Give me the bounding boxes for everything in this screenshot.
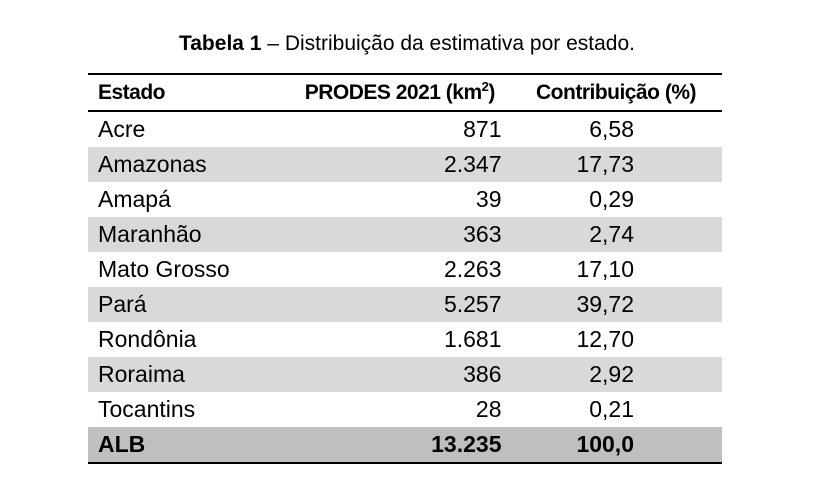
cell-estado: Maranhão <box>98 221 202 247</box>
cell-total-prodes: 13.235 <box>258 427 501 463</box>
cell-contrib-value: 0,21 <box>589 396 634 422</box>
cell-contrib-value: 6,58 <box>589 116 634 142</box>
total-row: ALB 13.235 100,0 <box>88 427 722 463</box>
cell-contrib: 2,74 <box>502 217 723 252</box>
cell-prodes-value: 2.347 <box>443 151 502 177</box>
cell-contrib: 2,92 <box>502 357 723 392</box>
cell-prodes-value: 1.681 <box>443 326 502 352</box>
cell-total-contrib-value: 100,0 <box>576 431 634 457</box>
cell-contrib: 17,73 <box>502 147 723 182</box>
data-table: Estado PRODES 2021 (km2) Contribuição (%… <box>88 73 722 464</box>
cell-estado: Amazonas <box>98 151 207 177</box>
cell-prodes-value: 386 <box>463 361 502 387</box>
cell-contrib: 6,58 <box>502 111 723 147</box>
cell-prodes: 871 <box>258 111 501 147</box>
cell-estado: Acre <box>98 116 146 142</box>
cell-contrib: 0,29 <box>502 182 723 217</box>
cell-contrib-value: 0,29 <box>589 186 634 212</box>
cell-contrib-value: 2,92 <box>589 361 634 387</box>
table-row: Rondônia 1.681 12,70 <box>88 322 722 357</box>
cell-contrib-value: 39,72 <box>576 291 634 317</box>
cell-total-prodes-value: 13.235 <box>431 431 502 457</box>
cell-prodes: 386 <box>258 357 501 392</box>
header-prodes-superscript: 2 <box>481 79 489 94</box>
table-row: Amazonas 2.347 17,73 <box>88 147 722 182</box>
cell-prodes: 28 <box>258 392 502 427</box>
table-header-row: Estado PRODES 2021 (km2) Contribuição (%… <box>88 74 722 111</box>
cell-contrib: 0,21 <box>502 392 723 427</box>
table-row: Maranhão 363 2,74 <box>88 217 722 252</box>
table-row: Amapá 39 0,29 <box>88 182 722 217</box>
cell-prodes-value: 39 <box>475 186 502 212</box>
cell-prodes: 5.257 <box>258 287 502 322</box>
header-estado: Estado <box>98 81 166 104</box>
cell-contrib-value: 17,10 <box>576 256 634 282</box>
cell-contrib: 17,10 <box>502 252 723 287</box>
cell-estado: Rondônia <box>98 326 197 352</box>
cell-prodes-value: 871 <box>463 116 502 142</box>
cell-estado: Pará <box>98 291 147 317</box>
cell-total-contrib: 100,0 <box>502 427 723 463</box>
cell-contrib: 39,72 <box>502 287 723 322</box>
cell-prodes: 363 <box>258 217 501 252</box>
cell-contrib-value: 2,74 <box>589 221 634 247</box>
cell-estado: Mato Grosso <box>98 256 230 282</box>
cell-prodes: 2.347 <box>258 147 502 182</box>
cell-prodes-value: 5.257 <box>443 291 502 317</box>
cell-contrib-value: 12,70 <box>576 326 634 352</box>
cell-prodes-value: 2.263 <box>443 256 502 282</box>
header-prodes-text: PRODES 2021 (km <box>304 81 482 104</box>
header-prodes: PRODES 2021 (km2) <box>258 74 501 111</box>
cell-prodes: 2.263 <box>258 252 502 287</box>
cell-prodes: 1.681 <box>258 322 502 357</box>
table-row: Pará 5.257 39,72 <box>88 287 722 322</box>
cell-prodes: 39 <box>258 182 502 217</box>
table-row: Tocantins 28 0,21 <box>88 392 722 427</box>
cell-estado: Amapá <box>98 186 171 212</box>
table-row: Mato Grosso 2.263 17,10 <box>88 252 722 287</box>
cell-total-estado: ALB <box>98 431 146 457</box>
header-prodes-close: ) <box>488 81 495 104</box>
header-contrib: Contribuição (%) <box>536 81 696 104</box>
table-row: Acre 871 6,58 <box>88 111 722 147</box>
cell-estado: Tocantins <box>98 396 196 422</box>
table-row: Roraima 386 2,92 <box>88 357 722 392</box>
cell-contrib-value: 17,73 <box>576 151 634 177</box>
caption-text: – Distribuição da estimativa por estado. <box>261 32 635 55</box>
cell-prodes-value: 28 <box>475 396 502 422</box>
caption-label: Tabela 1 <box>178 32 262 55</box>
table-caption: Tabela 1 – Distribuição da estimativa po… <box>0 30 814 58</box>
cell-estado: Roraima <box>98 361 185 387</box>
cell-contrib: 12,70 <box>502 322 723 357</box>
cell-prodes-value: 363 <box>463 221 502 247</box>
